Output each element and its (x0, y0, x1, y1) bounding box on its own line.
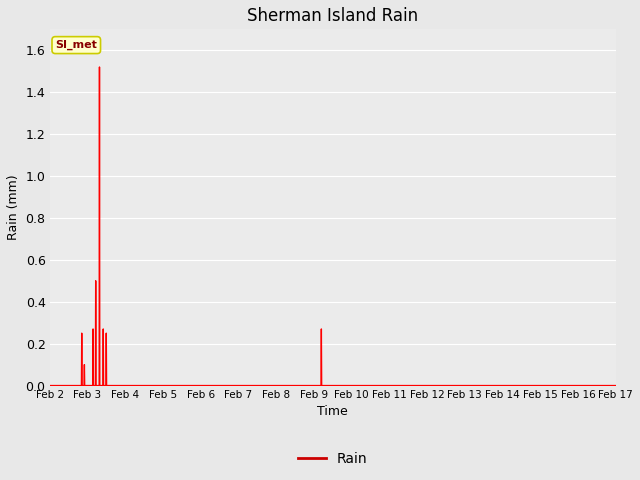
Title: Sherman Island Rain: Sherman Island Rain (247, 7, 418, 25)
Legend: Rain: Rain (292, 446, 373, 471)
Y-axis label: Rain (mm): Rain (mm) (7, 175, 20, 240)
X-axis label: Time: Time (317, 405, 348, 418)
Text: SI_met: SI_met (55, 40, 97, 50)
